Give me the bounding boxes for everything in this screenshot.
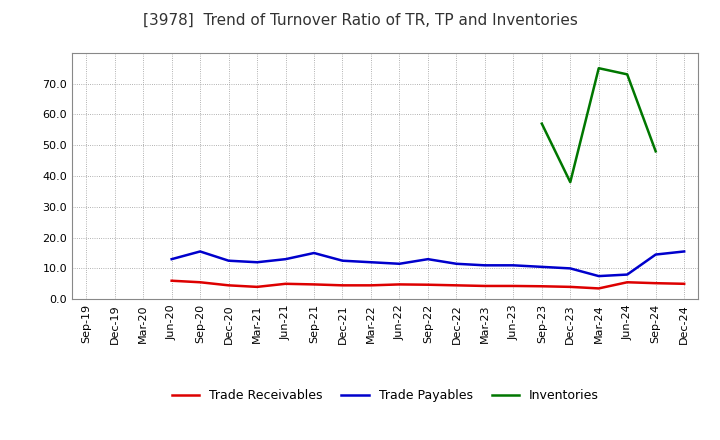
- Trade Payables: [338, 258, 347, 263]
- Line: Trade Receivables: Trade Receivables: [171, 281, 684, 289]
- Trade Receivables: [338, 283, 347, 288]
- Trade Receivables: [310, 282, 318, 287]
- Trade Payables: [452, 261, 461, 267]
- Trade Payables: [595, 274, 603, 279]
- Trade Receivables: [537, 284, 546, 289]
- Trade Receivables: [196, 280, 204, 285]
- Trade Receivables: [253, 284, 261, 290]
- Trade Receivables: [595, 286, 603, 291]
- Trade Payables: [423, 257, 432, 262]
- Trade Payables: [395, 261, 404, 267]
- Trade Receivables: [452, 283, 461, 288]
- Inventories: [595, 66, 603, 71]
- Trade Payables: [509, 263, 518, 268]
- Trade Receivables: [480, 283, 489, 289]
- Trade Receivables: [225, 283, 233, 288]
- Trade Receivables: [366, 283, 375, 288]
- Trade Receivables: [167, 278, 176, 283]
- Trade Receivables: [566, 284, 575, 290]
- Trade Receivables: [423, 282, 432, 287]
- Trade Payables: [566, 266, 575, 271]
- Line: Inventories: Inventories: [541, 68, 656, 182]
- Trade Receivables: [509, 283, 518, 289]
- Trade Payables: [282, 257, 290, 262]
- Trade Payables: [623, 272, 631, 277]
- Inventories: [566, 180, 575, 185]
- Inventories: [652, 149, 660, 154]
- Trade Payables: [310, 250, 318, 256]
- Trade Payables: [537, 264, 546, 269]
- Legend: Trade Receivables, Trade Payables, Inventories: Trade Receivables, Trade Payables, Inven…: [166, 384, 604, 407]
- Trade Receivables: [282, 281, 290, 286]
- Trade Payables: [480, 263, 489, 268]
- Trade Payables: [366, 260, 375, 265]
- Trade Payables: [167, 257, 176, 262]
- Inventories: [623, 72, 631, 77]
- Trade Payables: [225, 258, 233, 263]
- Line: Trade Payables: Trade Payables: [171, 252, 684, 276]
- Trade Receivables: [680, 281, 688, 286]
- Text: [3978]  Trend of Turnover Ratio of TR, TP and Inventories: [3978] Trend of Turnover Ratio of TR, TP…: [143, 13, 577, 28]
- Trade Receivables: [395, 282, 404, 287]
- Trade Receivables: [652, 281, 660, 286]
- Inventories: [537, 121, 546, 126]
- Trade Payables: [253, 260, 261, 265]
- Trade Payables: [196, 249, 204, 254]
- Trade Payables: [680, 249, 688, 254]
- Trade Receivables: [623, 280, 631, 285]
- Trade Payables: [652, 252, 660, 257]
